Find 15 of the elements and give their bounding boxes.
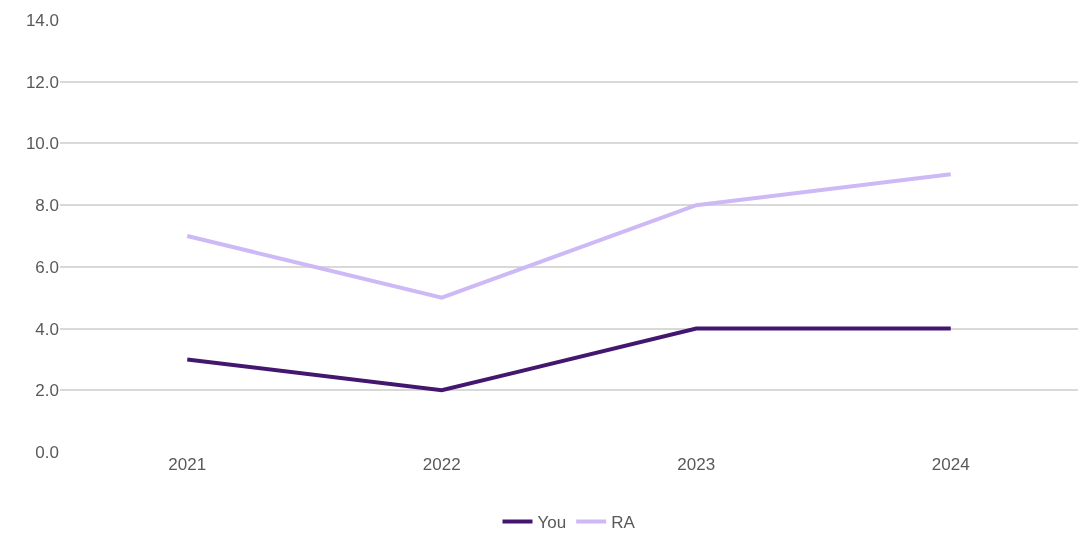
y-tick-label: 12.0 bbox=[25, 72, 59, 92]
x-tick-label: 2024 bbox=[931, 455, 970, 474]
x-tick-label: 2022 bbox=[422, 455, 461, 474]
x-tick-label: 2023 bbox=[677, 455, 716, 474]
y-tick-label: 4.0 bbox=[35, 319, 59, 339]
y-tick-label: 14.0 bbox=[25, 10, 59, 30]
legend-label: RA bbox=[611, 513, 636, 533]
line-series bbox=[185, 172, 953, 300]
y-tick-label: 0.0 bbox=[35, 442, 59, 462]
x-tick-label: 2021 bbox=[168, 455, 207, 474]
y-tick-label: 6.0 bbox=[35, 257, 59, 277]
y-tick-label: 10.0 bbox=[25, 134, 59, 154]
y-tick-label: 8.0 bbox=[35, 196, 59, 216]
y-tick-label: 2.0 bbox=[35, 381, 59, 401]
legend-label: You bbox=[537, 513, 567, 533]
